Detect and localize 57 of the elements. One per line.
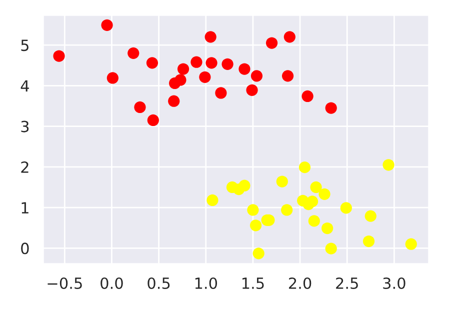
point bbox=[325, 102, 337, 114]
point bbox=[382, 159, 394, 171]
point bbox=[340, 202, 352, 214]
y-tick-label: 3 bbox=[21, 120, 29, 132]
x-tick-label: 2.0 bbox=[288, 277, 312, 290]
point bbox=[238, 180, 250, 192]
point bbox=[405, 238, 417, 250]
point bbox=[325, 242, 337, 254]
point bbox=[53, 50, 65, 62]
point bbox=[106, 72, 118, 84]
y-tick-label: 5 bbox=[21, 40, 28, 52]
point bbox=[204, 31, 216, 43]
x-tick-label: 2.5 bbox=[336, 277, 358, 290]
point bbox=[318, 188, 330, 200]
y-tick-label: 4 bbox=[20, 80, 29, 92]
point bbox=[128, 47, 140, 59]
point bbox=[134, 101, 146, 114]
x-tick-label: 3.0 bbox=[383, 277, 406, 290]
point bbox=[222, 58, 234, 70]
point bbox=[266, 37, 278, 49]
point bbox=[284, 31, 296, 43]
point bbox=[206, 194, 218, 206]
y-tick-label: 1 bbox=[22, 202, 28, 214]
point bbox=[308, 215, 320, 227]
x-tick-label: −0.5 bbox=[48, 277, 82, 290]
point bbox=[199, 71, 211, 83]
point bbox=[246, 84, 258, 96]
point bbox=[362, 235, 375, 248]
point bbox=[238, 63, 250, 75]
point bbox=[101, 19, 113, 31]
point bbox=[276, 176, 288, 188]
point bbox=[298, 162, 311, 174]
point bbox=[247, 204, 259, 216]
point bbox=[310, 181, 322, 194]
point bbox=[174, 74, 186, 86]
x-tick-label: 0.5 bbox=[148, 277, 170, 290]
point bbox=[306, 196, 318, 208]
x-tick-label: 0.0 bbox=[100, 277, 123, 290]
point bbox=[322, 222, 334, 234]
x-tick-label: 1.5 bbox=[242, 278, 264, 290]
point bbox=[252, 248, 264, 260]
point bbox=[146, 57, 158, 69]
y-tick-label: 0 bbox=[21, 242, 29, 254]
point bbox=[147, 114, 159, 126]
x-tick-label: 1.0 bbox=[195, 277, 218, 290]
point bbox=[250, 70, 263, 82]
point bbox=[364, 210, 376, 222]
point bbox=[190, 56, 202, 68]
point bbox=[215, 87, 227, 99]
point bbox=[206, 57, 218, 69]
point bbox=[168, 95, 180, 107]
point bbox=[302, 90, 314, 102]
point bbox=[281, 204, 293, 216]
point bbox=[282, 70, 294, 82]
y-tick-label: 2 bbox=[21, 161, 28, 173]
point bbox=[177, 63, 190, 75]
point bbox=[250, 220, 262, 232]
